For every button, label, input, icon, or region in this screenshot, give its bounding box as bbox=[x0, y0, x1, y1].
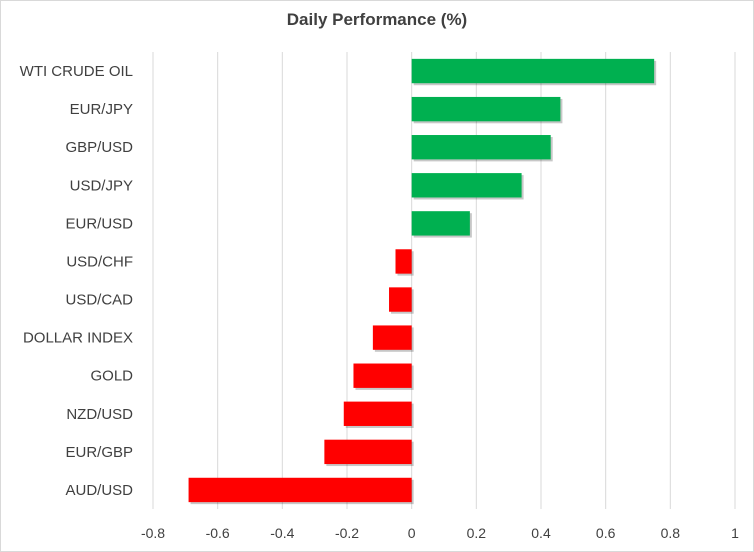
chart-title: Daily Performance (%) bbox=[286, 10, 468, 29]
bar bbox=[411, 135, 551, 160]
bar bbox=[343, 401, 412, 426]
bar bbox=[411, 58, 655, 84]
category-label: DOLLAR INDEX bbox=[23, 330, 133, 347]
category-label: NZD/USD bbox=[66, 406, 133, 423]
bar bbox=[353, 363, 412, 388]
tick-labels: -0.8 -0.6 -0.4 -0.2 0 0.2 0.4 0.6 0.8 1 bbox=[141, 525, 739, 541]
bar bbox=[188, 477, 412, 503]
bar bbox=[411, 211, 470, 236]
x-tick-label: 1 bbox=[731, 525, 739, 541]
category-labels: WTI CRUDE OIL EUR/JPY GBP/USD USD/JPY EUR/US… bbox=[20, 63, 134, 499]
category-label: GBP/USD bbox=[65, 139, 133, 156]
bars bbox=[188, 58, 657, 505]
category-label: EUR/JPY bbox=[70, 101, 133, 118]
category-label: USD/CAD bbox=[65, 292, 133, 309]
x-tick-label: 0.4 bbox=[531, 525, 551, 541]
category-label: WTI CRUDE OIL bbox=[20, 63, 133, 80]
bar bbox=[411, 96, 561, 122]
category-label: USD/CHF bbox=[66, 253, 133, 270]
category-label: AUD/USD bbox=[65, 482, 133, 499]
x-tick-label: 0.2 bbox=[467, 525, 487, 541]
gridlines bbox=[152, 52, 736, 509]
bar bbox=[324, 439, 412, 465]
category-label: EUR/GBP bbox=[65, 444, 133, 461]
x-tick-label: -0.2 bbox=[335, 525, 359, 541]
bar bbox=[411, 173, 522, 198]
x-tick-label: 0.6 bbox=[596, 525, 616, 541]
x-tick-label: -0.8 bbox=[141, 525, 165, 541]
category-label: USD/JPY bbox=[70, 177, 133, 194]
x-tick-label: 0 bbox=[408, 525, 416, 541]
bar bbox=[389, 287, 412, 312]
x-tick-label: -0.4 bbox=[270, 525, 294, 541]
bar bbox=[372, 325, 412, 350]
x-tick-label: -0.6 bbox=[206, 525, 230, 541]
category-label: GOLD bbox=[90, 368, 133, 385]
bar bbox=[395, 249, 412, 274]
category-label: EUR/USD bbox=[65, 215, 133, 232]
x-tick-label: 0.8 bbox=[661, 525, 681, 541]
